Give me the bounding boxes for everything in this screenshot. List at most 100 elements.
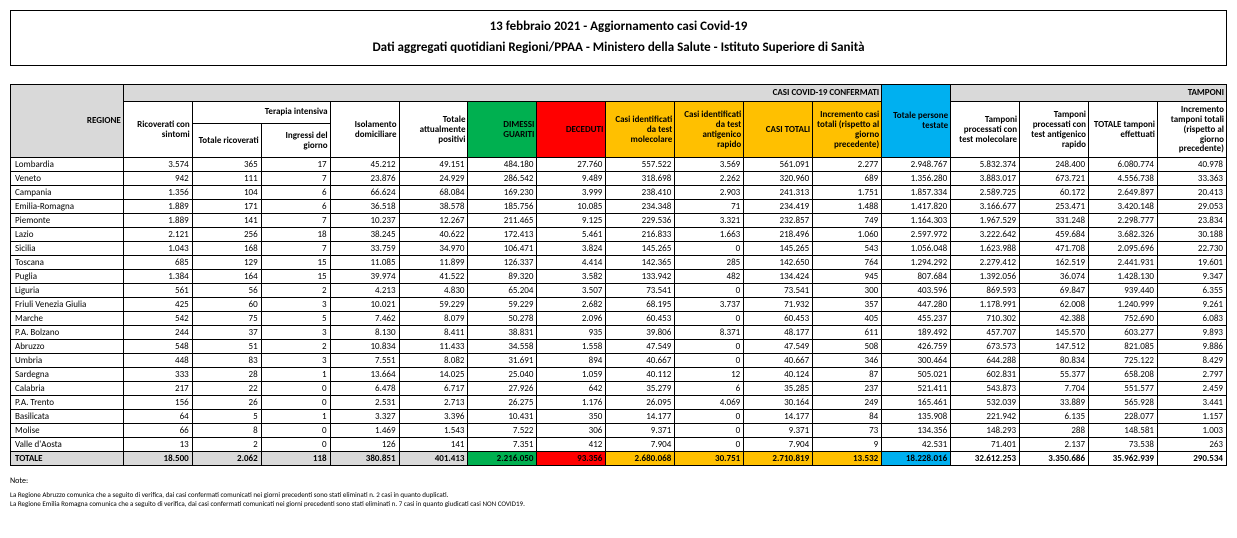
data-cell: 346	[813, 354, 882, 368]
data-cell: 1.417.820	[882, 200, 951, 214]
data-cell: 8.429	[1157, 354, 1226, 368]
data-cell: 543.873	[951, 382, 1020, 396]
data-cell: 1.056.048	[882, 242, 951, 256]
region-cell: Marche	[11, 312, 124, 326]
data-cell: 148.581	[1089, 424, 1158, 438]
data-cell: 15	[261, 270, 330, 284]
data-cell: 1.240.999	[1089, 298, 1158, 312]
data-cell: 73.538	[1089, 438, 1158, 452]
data-cell: 288	[1020, 424, 1089, 438]
data-cell: 126.337	[468, 256, 537, 270]
data-cell: 162.519	[1020, 256, 1089, 270]
data-cell: 1.967.529	[951, 214, 1020, 228]
region-cell: Basilicata	[11, 410, 124, 424]
data-cell: 2.121	[123, 228, 192, 242]
data-cell: 1	[261, 368, 330, 382]
data-cell: 0	[675, 410, 744, 424]
data-cell: 211.465	[468, 214, 537, 228]
data-cell: 551.577	[1089, 382, 1158, 396]
data-cell: 6.478	[330, 382, 399, 396]
region-cell: Sardegna	[11, 368, 124, 382]
data-cell: 145.570	[1020, 326, 1089, 340]
data-cell: 0	[675, 312, 744, 326]
data-cell: 5.461	[537, 228, 606, 242]
data-cell: 147.512	[1020, 340, 1089, 354]
data-cell: 263	[1157, 438, 1226, 452]
data-cell: 15	[261, 256, 330, 270]
data-cell: 145.265	[606, 242, 675, 256]
data-cell: 168	[192, 242, 261, 256]
total-cell: 35.962.939	[1089, 452, 1158, 466]
data-cell: 548	[123, 340, 192, 354]
data-cell: 425	[123, 298, 192, 312]
data-cell: 1.469	[330, 424, 399, 438]
data-cell: 62.008	[1020, 298, 1089, 312]
data-cell: 749	[813, 214, 882, 228]
data-cell: 7.351	[468, 438, 537, 452]
data-cell: 3.166.677	[951, 200, 1020, 214]
data-cell: 28	[192, 368, 261, 382]
col-incr-casi: Incremento casi totali (rispetto al gior…	[813, 101, 882, 157]
data-cell: 0	[261, 424, 330, 438]
data-cell: 12.267	[399, 214, 468, 228]
data-cell: 221.942	[951, 410, 1020, 424]
data-cell: 129	[192, 256, 261, 270]
col-isolamento: Isolamento domiciliare	[330, 101, 399, 157]
table-row: Friuli Venezia Giulia42560310.02159.2295…	[11, 298, 1227, 312]
data-cell: 40.667	[606, 354, 675, 368]
data-cell: 38.831	[468, 326, 537, 340]
data-cell: 29.053	[1157, 200, 1226, 214]
data-cell: 238.410	[606, 186, 675, 200]
region-cell: Valle d'Aosta	[11, 438, 124, 452]
data-cell: 286.542	[468, 172, 537, 186]
data-cell: 403.596	[882, 284, 951, 298]
data-cell: 71	[675, 200, 744, 214]
note-line: La Regione Emilia Romagna comunica che a…	[10, 499, 1227, 508]
data-cell: 710.302	[951, 312, 1020, 326]
data-cell: 3.883.017	[951, 172, 1020, 186]
data-cell: 1.428.130	[1089, 270, 1158, 284]
data-cell: 0	[261, 438, 330, 452]
region-cell: Veneto	[11, 172, 124, 186]
data-cell: 2.531	[330, 396, 399, 410]
data-cell: 611	[813, 326, 882, 340]
data-cell: 4.213	[330, 284, 399, 298]
data-cell: 50.278	[468, 312, 537, 326]
data-cell: 448	[123, 354, 192, 368]
total-cell: 2.062	[192, 452, 261, 466]
data-cell: 38.578	[399, 200, 468, 214]
col-totale-positivi: Totale attualmente positivi	[399, 101, 468, 157]
data-cell: 20.413	[1157, 186, 1226, 200]
data-cell: 135.908	[882, 410, 951, 424]
table-row: Sardegna33328113.66414.02525.0401.05940.…	[11, 368, 1227, 382]
data-cell: 106.471	[468, 242, 537, 256]
data-cell: 14.025	[399, 368, 468, 382]
table-row: P.A. Trento1562602.5312.71326.2751.17626…	[11, 396, 1227, 410]
data-cell: 2.713	[399, 396, 468, 410]
data-cell: 6.355	[1157, 284, 1226, 298]
data-cell: 3.737	[675, 298, 744, 312]
data-cell: 47.549	[606, 340, 675, 354]
data-cell: 9.125	[537, 214, 606, 228]
data-cell: 3.222.642	[951, 228, 1020, 242]
data-cell: 6.083	[1157, 312, 1226, 326]
data-cell: 6.080.774	[1089, 158, 1158, 172]
col-tamp-mol: Tamponi processati con test molecolare	[951, 101, 1020, 157]
data-cell: 945	[813, 270, 882, 284]
data-cell: 3.569	[675, 158, 744, 172]
data-cell: 13.664	[330, 368, 399, 382]
data-cell: 1.059	[537, 368, 606, 382]
data-cell: 3.574	[123, 158, 192, 172]
data-cell: 37	[192, 326, 261, 340]
data-cell: 33.759	[330, 242, 399, 256]
data-cell: 9.886	[1157, 340, 1226, 354]
data-cell: 505.021	[882, 368, 951, 382]
data-cell: 2	[192, 438, 261, 452]
data-cell: 7.904	[606, 438, 675, 452]
data-cell: 40.124	[744, 368, 813, 382]
data-cell: 0	[261, 382, 330, 396]
data-cell: 68.084	[399, 186, 468, 200]
data-cell: 234.348	[606, 200, 675, 214]
data-cell: 482	[675, 270, 744, 284]
data-cell: 1.003	[1157, 424, 1226, 438]
